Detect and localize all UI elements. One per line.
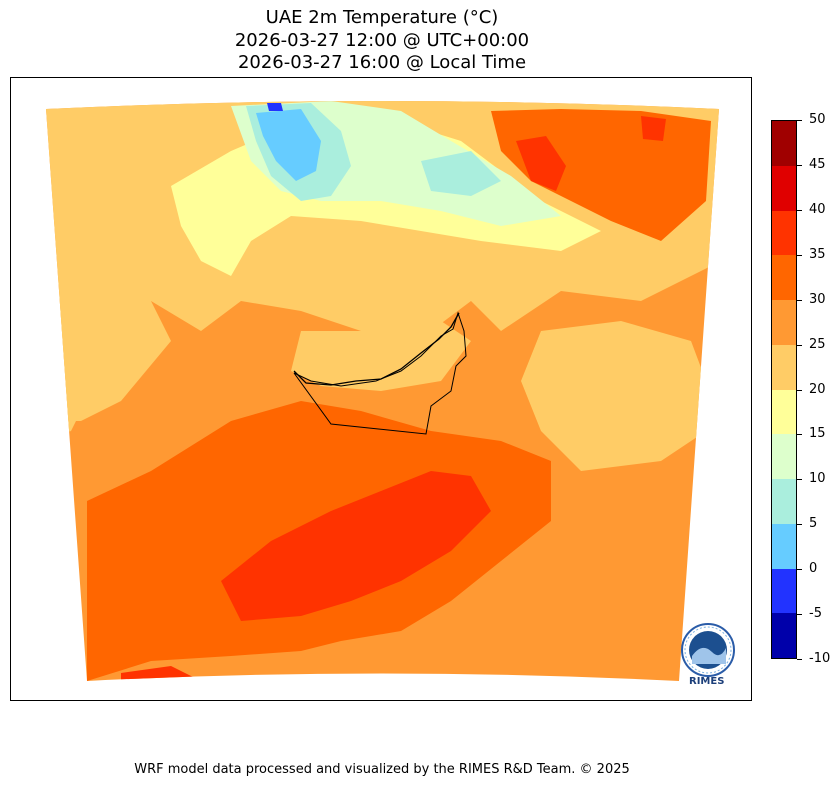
temp-zone-0-5 — [256, 109, 321, 181]
rimes-logo — [681, 623, 735, 677]
colorbar-tick — [797, 120, 802, 121]
logo-label: RIMES — [689, 676, 725, 687]
colorbar-tick — [797, 434, 802, 435]
colorbar-segment — [772, 210, 796, 256]
colorbar-tick — [797, 614, 802, 615]
colorbar-tick-label: 45 — [809, 157, 826, 172]
colorbar-segment — [772, 434, 796, 480]
colorbar-tick-label: 10 — [809, 471, 826, 486]
temp-zone-20-25-east — [521, 321, 719, 471]
colorbar-tick — [797, 524, 802, 525]
colorbar-tick — [797, 300, 802, 301]
temp-zone-neg5-0 — [267, 103, 283, 111]
map-subtitle-local: 2026-03-27 16:00 @ Local Time — [237, 52, 527, 73]
colorbar-segment — [772, 568, 796, 614]
colorbar-tick-label: 40 — [809, 202, 826, 217]
colorbar-segment — [772, 523, 796, 569]
temp-zone-20-25-gulf — [291, 321, 471, 391]
colorbar-tick-label: 25 — [809, 337, 826, 352]
credit-footer: WRF model data processed and visualized … — [134, 762, 630, 777]
colorbar-tick-label: 50 — [809, 112, 826, 127]
temperature-map — [46, 101, 719, 681]
colorbar-segment — [772, 344, 796, 390]
colorbar-tick — [797, 569, 802, 570]
uae-coastline — [293, 312, 460, 386]
colorbar-tick — [797, 479, 802, 480]
map-subtitle-utc: 2026-03-27 12:00 @ UTC+00:00 — [234, 30, 530, 51]
temp-zone-35-40-a — [221, 471, 491, 621]
temp-zone-5-10-b — [421, 151, 501, 196]
colorbar-segment — [772, 479, 796, 525]
colorbar-tick-label: -10 — [809, 651, 831, 666]
colorbar-tick — [797, 165, 802, 166]
colorbar-tick-label: 30 — [809, 292, 826, 307]
colorbar-tick — [797, 390, 802, 391]
colorbar-segment — [772, 255, 796, 301]
colorbar-tick-label: 20 — [809, 382, 826, 397]
colorbar-tick — [797, 255, 802, 256]
temp-zone-35-40-c — [516, 136, 566, 191]
colorbar-tick — [797, 210, 802, 211]
colorbar-segment — [772, 613, 796, 658]
colorbar-tick-label: 5 — [809, 516, 818, 531]
colorbar-tick-label: 35 — [809, 247, 826, 262]
temp-zone-35-40-d — [641, 116, 666, 141]
colorbar-segment — [772, 300, 796, 346]
uae-boundary — [293, 311, 467, 435]
colorbar — [771, 120, 797, 659]
map-title: UAE 2m Temperature (°C) — [265, 7, 499, 28]
colorbar-tick-label: -5 — [809, 606, 822, 621]
map-frame — [10, 77, 752, 701]
colorbar-tick-label: 0 — [809, 561, 818, 576]
colorbar-segment — [772, 165, 796, 211]
colorbar-segment — [772, 121, 796, 167]
colorbar-segment — [772, 389, 796, 435]
colorbar-tick — [797, 659, 802, 660]
colorbar-tick-label: 15 — [809, 426, 826, 441]
colorbar-tick — [797, 345, 802, 346]
temp-zone-20-25-west — [46, 281, 171, 421]
